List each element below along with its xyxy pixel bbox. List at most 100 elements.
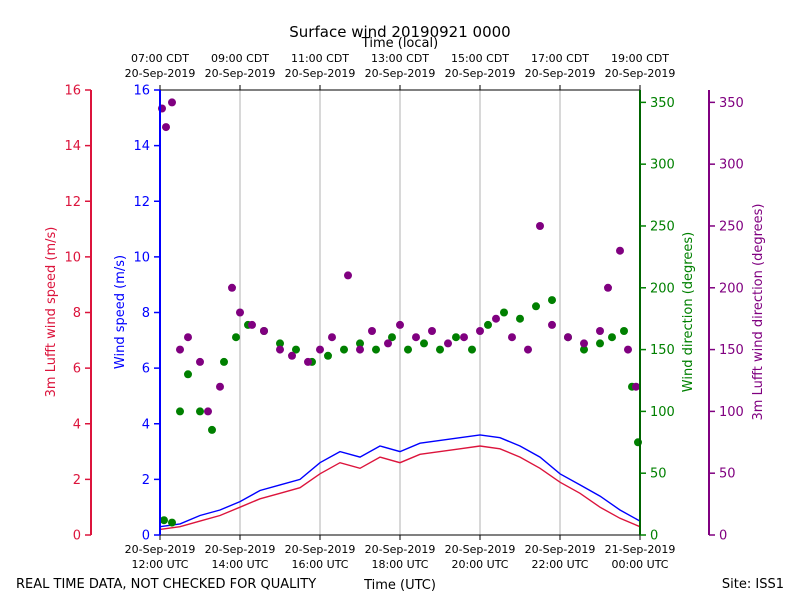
series-layer <box>158 98 642 531</box>
wind-dir-point <box>160 516 168 525</box>
wind-dir-point <box>500 308 508 317</box>
lufft-dir-point <box>492 314 500 323</box>
site-label: Site: ISS1 <box>722 577 784 592</box>
top-x-tick-label-time: 19:00 CDT <box>611 52 669 65</box>
lufft-dir-point <box>624 345 632 354</box>
wind-dir-point <box>356 339 364 348</box>
lufft-dir-point <box>616 246 624 255</box>
wind-dir-point <box>208 425 216 434</box>
top-x-tick-label-date: 20-Sep-2019 <box>125 67 196 80</box>
wind-dir-point <box>184 370 192 379</box>
wind-speed-axis-label: Wind speed (m/s) <box>113 255 128 369</box>
wind-speed-tick-label: 0 <box>142 529 150 544</box>
wind-speed-tick-label: 14 <box>133 139 150 154</box>
top-x-tick-label-date: 20-Sep-2019 <box>525 67 596 80</box>
wind-dir-point <box>196 407 204 416</box>
top-x-tick-label-date: 20-Sep-2019 <box>445 67 516 80</box>
lufft-speed-axis-label: 3m Lufft wind speed (m/s) <box>44 227 59 398</box>
lufft-speed-tick-label: 6 <box>73 362 81 377</box>
lufft-speed-tick-label: 2 <box>73 473 81 488</box>
lufft-speed-tick-label: 16 <box>64 84 81 99</box>
lufft-dir-point <box>228 283 236 292</box>
lufft-dir-point <box>444 339 452 348</box>
lufft-direction-tick-label: 250 <box>719 219 744 234</box>
wind-dir-point <box>404 345 412 354</box>
lufft-dir-point <box>368 327 376 335</box>
wind-dir-point <box>608 333 616 342</box>
lufft-direction-tick-label: 150 <box>719 343 744 358</box>
lufft-dir-point <box>176 345 184 354</box>
top-x-tick-label-time: 15:00 CDT <box>451 52 509 65</box>
wind-dir-point <box>388 333 396 342</box>
lufft-dir-point <box>476 327 484 335</box>
wind-speed-tick-label: 2 <box>142 473 150 488</box>
x-tick-label-date: 20-Sep-2019 <box>525 543 596 556</box>
wind-dir-point <box>484 320 492 329</box>
wind-direction-tick-label: 0 <box>650 529 658 544</box>
wind-dir-point <box>420 339 428 348</box>
wind-dir-point <box>276 339 284 348</box>
lufft-dir-point <box>524 345 532 354</box>
top-x-tick-label-time: 07:00 CDT <box>131 52 189 65</box>
wind-direction-tick-label: 300 <box>650 158 675 173</box>
lufft-dir-point <box>260 327 268 335</box>
lufft-dir-point <box>460 333 468 342</box>
top-x-tick-label-time: 09:00 CDT <box>211 52 269 65</box>
lufft-speed-series-line <box>159 445 641 531</box>
x-tick-label-time: 18:00 UTC <box>371 558 428 571</box>
lufft-speed-tick-label: 8 <box>73 306 81 321</box>
wind-direction-tick-label: 250 <box>650 219 675 234</box>
lufft-dir-point <box>428 327 436 335</box>
lufft-dir-point <box>328 333 336 342</box>
x-tick-label-date: 20-Sep-2019 <box>365 543 436 556</box>
wind-dir-point <box>372 345 380 354</box>
wind-direction-tick-label: 150 <box>650 343 675 358</box>
lufft-direction-tick-label: 50 <box>719 467 736 482</box>
wind-dir-point <box>324 351 332 360</box>
lufft-dir-point <box>580 339 588 348</box>
x-tick-label-time: 16:00 UTC <box>291 558 348 571</box>
lufft-dir-point <box>276 345 284 354</box>
axes-layer: 20-Sep-2019 12:00 UTC 20-Sep-2019 14:00 UTC… <box>64 52 743 571</box>
lufft-direction-tick-label: 300 <box>719 158 744 173</box>
x-tick-label-date: 20-Sep-2019 <box>285 543 356 556</box>
top-x-tick-label-date: 20-Sep-2019 <box>285 67 356 80</box>
lufft-speed-tick-label: 14 <box>64 139 81 154</box>
lufft-dir-point <box>632 382 640 391</box>
x-tick-label-date: 21-Sep-2019 <box>605 543 676 556</box>
lufft-speed-tick-label: 10 <box>64 250 81 265</box>
lufft-dir-point <box>204 407 212 416</box>
wind-direction-tick-label: 350 <box>650 96 675 111</box>
lufft-dir-point <box>508 333 516 342</box>
lufft-dir-point <box>196 357 204 366</box>
x-tick-label-time: 12:00 UTC <box>131 558 188 571</box>
x-tick-label-date: 20-Sep-2019 <box>445 543 516 556</box>
lufft-dir-point <box>536 222 544 230</box>
lufft-dir-point <box>248 320 256 329</box>
top-x-tick-label-date: 20-Sep-2019 <box>365 67 436 80</box>
lufft-direction-tick-label: 100 <box>719 405 744 420</box>
wind-dir-point <box>292 345 300 354</box>
wind-dir-point <box>532 302 540 311</box>
lufft-direction-tick-label: 350 <box>719 96 744 111</box>
quality-disclaimer: REAL TIME DATA, NOT CHECKED FOR QUALITY <box>16 577 316 592</box>
x-tick-label-time: 00:00 UTC <box>611 558 668 571</box>
lufft-dir-point <box>356 345 364 354</box>
wind-dir-point <box>452 333 460 342</box>
lufft-direction-tick-label: 0 <box>719 529 727 544</box>
wind-dir-point <box>548 296 556 305</box>
lufft-dir-point <box>396 320 404 329</box>
wind-dir-point <box>596 339 604 348</box>
wind-speed-tick-label: 10 <box>133 250 150 265</box>
lufft-dir-point <box>564 333 572 342</box>
wind-speed-tick-label: 6 <box>142 362 150 377</box>
wind-speed-tick-label: 16 <box>133 84 150 99</box>
lufft-dir-point <box>216 382 224 391</box>
lufft-dir-point <box>596 327 604 335</box>
wind-speed-tick-label: 12 <box>133 195 150 210</box>
wind-dir-point <box>340 345 348 354</box>
lufft-dir-point <box>184 333 192 342</box>
x-gridlines <box>239 90 561 535</box>
lufft-speed-tick-label: 0 <box>73 529 81 544</box>
